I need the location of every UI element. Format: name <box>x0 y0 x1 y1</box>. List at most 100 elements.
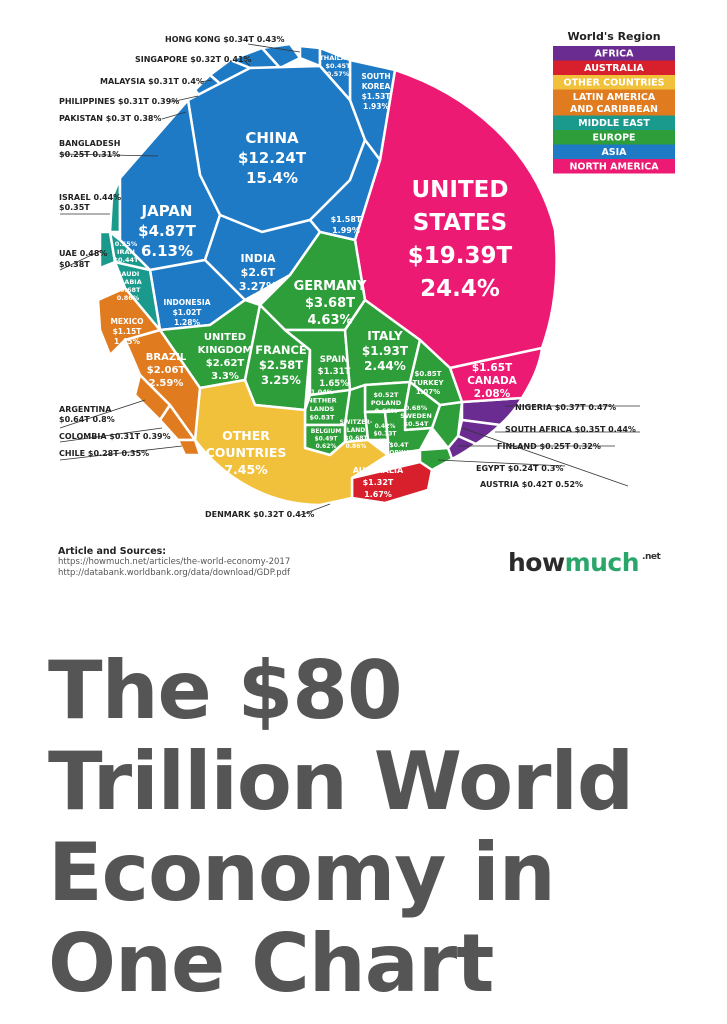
callout-label: $0.38T <box>59 260 90 269</box>
cell-label-line: KINGDOM <box>198 345 253 356</box>
callout-leader-line <box>461 427 629 487</box>
cell-label-line: IRAN <box>117 248 135 256</box>
page-title: The $80 Trillion World Economy in One Ch… <box>48 644 634 1010</box>
cell-label-belgium: BELGIUM $0.49T 0.62% <box>311 428 342 450</box>
cell-label-line: $0.52T <box>374 391 400 399</box>
legend-swatch-africa <box>553 46 675 61</box>
cell-label-line: $0.68T <box>344 435 368 442</box>
cell-label-line: $0.4T <box>390 442 410 449</box>
cell-label-other-countries: OTHER COUNTRIES 7.45% <box>206 428 287 477</box>
cell-label-line: $1.93T <box>362 344 409 358</box>
legend-label: AUSTRALIA <box>584 63 644 74</box>
cell-label-line: NORWAY <box>384 450 414 457</box>
cell-label-line: $0.45T <box>326 62 352 70</box>
cell-label-line: 2.59% <box>149 378 184 389</box>
cell-label-line: UNITED <box>204 332 246 343</box>
brand-tld: .net <box>642 552 661 562</box>
legend-label: NORTH AMERICA <box>569 162 659 173</box>
callout-label: CHILE $0.28T 0.35% <box>59 449 149 458</box>
cell-label-line: 2.08% <box>474 388 511 400</box>
cell-label-united-states: UNITED STATES $19.39T 24.4% <box>408 177 513 302</box>
cell-label-saudi-arabia: SAUDI ARABIA $0.68T 0.86% <box>114 270 141 302</box>
callout-leader-line <box>59 445 183 461</box>
callout-leader-line <box>437 459 566 467</box>
cell-label-irl: 0.42% $0.33T IRL <box>373 423 397 445</box>
callout-label: SINGAPORE $0.32T 0.41% <box>135 55 252 64</box>
cell-label-south-korea: SOUTH KOREA $1.53T 1.93% <box>361 72 391 111</box>
sources-block: Article and Sources: https://howmuch.net… <box>58 546 378 579</box>
cell-label-line: $2.62T <box>206 358 245 369</box>
callout-label: SOUTH AFRICA $0.35T 0.44% <box>505 425 636 434</box>
cell-label-line: 1.67% <box>364 490 392 499</box>
cell-label-line: 1.07% <box>416 388 440 396</box>
callout-leader-line <box>247 43 301 53</box>
legend-swatch-middle-east <box>553 115 675 130</box>
cell-label-line: 1.93% <box>363 102 390 111</box>
callout-label: EGYPT $0.24T 0.3% <box>476 464 564 473</box>
small-country-cell <box>418 446 454 472</box>
source-link[interactable]: http://databank.worldbank.org/data/downl… <box>58 568 291 578</box>
callout-label: PAKISTAN $0.3T 0.38% <box>59 114 162 123</box>
cell-label-line: JAPAN <box>141 202 193 220</box>
cell-label-line: $0.83T <box>310 414 336 422</box>
cell-label-line: 0.66% <box>375 407 398 415</box>
cell-label-line: CHINA <box>245 129 299 147</box>
cell-label-thailand: THAILAND $0.45T 0.57% <box>319 54 357 78</box>
cell-label-line: $0.85T <box>415 370 442 378</box>
cell-label-line: 7.45% <box>224 462 268 477</box>
legend-label: OTHER COUNTRIES <box>564 78 665 89</box>
cell-iran <box>108 230 152 272</box>
callout-leader-line <box>170 95 199 103</box>
voronoi-chart: UNITED STATES $19.39T 24.4% CHINA $12.24T 15.4… <box>59 30 675 519</box>
cell-label-line: 2.44% <box>364 359 406 373</box>
cell-label-germany: GERMANY $3.68T 4.63% <box>294 279 367 328</box>
cell-label-line: $2.6T <box>241 266 276 279</box>
cell-label-line: SWEDEN <box>400 412 432 420</box>
cell-label-line: $1.32T <box>363 478 394 487</box>
cell-label-line: KOREA <box>362 82 391 91</box>
callout-leader-line <box>161 111 187 120</box>
legend-title: World's Region <box>567 30 660 43</box>
legend-swatch-europe <box>553 130 675 145</box>
cell-label-line: 0.86% <box>117 294 140 302</box>
cell-label-line: 1.04% <box>311 388 334 396</box>
cell-label-line: INDONESIA <box>163 298 210 307</box>
cell-label-line: INDIA <box>240 252 276 265</box>
cell-label-line: BRAZIL <box>146 352 187 363</box>
cell-label-japan: JAPAN $4.87T 6.13% <box>138 202 196 260</box>
cell-label-line: $4.87T <box>138 222 196 240</box>
callout-label: PHILIPPINES $0.31T 0.39% <box>59 97 179 106</box>
callout-leader-line <box>199 79 213 83</box>
cell-label-line: TURKEY <box>412 379 444 387</box>
cell-label-line: BELGIUM <box>311 428 342 435</box>
callout-leader-line <box>243 59 251 67</box>
cell-label-spain: SPAIN $1.31T 1.65% <box>318 355 351 389</box>
legend-swatch-other-countries <box>553 75 675 90</box>
source-link[interactable]: https://howmuch.net/articles/the-world-e… <box>58 557 291 567</box>
cell-label-line: SAUDI <box>117 270 140 278</box>
callout-leader-line <box>59 399 146 429</box>
cell-label-line: ARABIA <box>114 278 141 286</box>
cell-norway <box>383 408 434 457</box>
callout-label: BANGLADESH <box>59 139 120 148</box>
cell-label-line: $12.24T <box>238 149 307 167</box>
cell-label-line: GERMANY <box>294 279 367 294</box>
callout-leader-line <box>59 249 103 271</box>
callout-label: NIGERIA $0.37T 0.47% <box>515 403 616 412</box>
legend-label: LATIN AMERICA <box>573 92 656 103</box>
cell-label-line: 0.42% <box>375 423 396 430</box>
cell-label-line: 15.4% <box>246 169 298 187</box>
cell-label-line: COUNTRIES <box>206 445 287 460</box>
callout-label: UAE 0.48% <box>59 249 107 258</box>
cell-label-line: FRANCE <box>255 343 307 357</box>
cell-label-line: 1.45% <box>114 337 141 346</box>
cell-label-line: 1.28% <box>174 318 201 327</box>
legend-label: ASIA <box>601 147 627 158</box>
cell-label-line: 3.27% <box>239 280 277 293</box>
callout-label: ARGENTINA <box>59 405 112 414</box>
cell-label-united-kingdom: UNITED KINGDOM $2.62T 3.3% <box>198 332 253 382</box>
callout-label: MALAYSIA $0.31T 0.4% <box>100 77 204 86</box>
cell-label-sweden: 0.68% SWEDEN $0.54T <box>400 404 432 428</box>
cell-label-line: 4.63% <box>307 313 352 328</box>
cell-label-france: FRANCE $2.58T 3.25% <box>255 343 307 387</box>
